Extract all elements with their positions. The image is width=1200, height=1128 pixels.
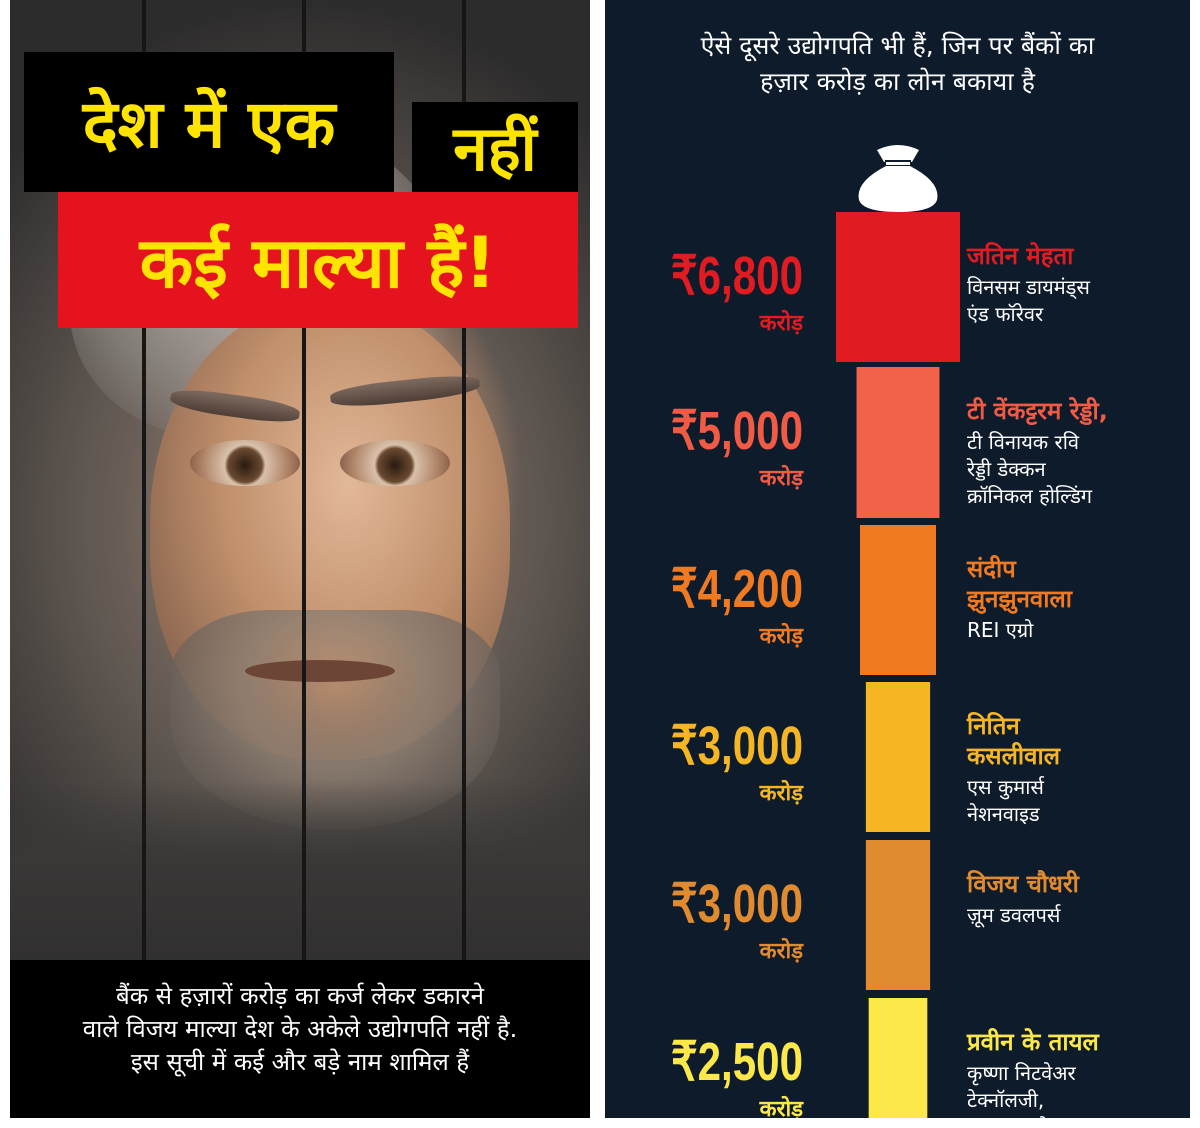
bar xyxy=(865,682,931,832)
amount-label: ₹6,800 xyxy=(671,246,803,306)
amount-label: ₹3,000 xyxy=(671,874,803,934)
jail-bar xyxy=(302,0,306,960)
person-name: प्रवीन के तायल xyxy=(966,1028,1100,1056)
eye-right xyxy=(340,440,450,486)
caption-line1: बैंक से हज़ारों करोड़ का कर्ज लेकर डकारन… xyxy=(116,982,484,1010)
amount-label: ₹3,000 xyxy=(671,716,803,776)
company-name: क्रॉनिकल होल्डिंग xyxy=(967,484,1093,508)
person-name: संदीप xyxy=(966,555,1017,583)
bar xyxy=(868,998,928,1118)
bar xyxy=(859,525,937,675)
company-name: रेड्डी डेक्कन xyxy=(966,457,1047,481)
money-bag-icon xyxy=(858,145,938,212)
company-name: विनसम डायमंड्स xyxy=(967,275,1090,300)
money-bag-shape xyxy=(886,162,910,165)
eye-left xyxy=(190,440,300,486)
right-panel: ऐसे दूसरे उद्योगपति भी हैं, जिन पर बैंको… xyxy=(605,0,1190,1118)
suit-shape xyxy=(10,780,590,980)
person-name: टी वेंकट्टरम रेड्डी, xyxy=(966,397,1108,426)
company-name: एंड फॉरेवर xyxy=(967,302,1044,326)
headline-line2: नहीं xyxy=(412,102,578,192)
person-name: विजय चौधरी xyxy=(966,870,1080,898)
amount-label: ₹4,200 xyxy=(671,559,803,619)
company-name: एस कुमार्स xyxy=(967,775,1045,800)
company-name: नेशनवाइड xyxy=(967,802,1040,826)
caption: बैंक से हज़ारों करोड़ का कर्ज लेकर डकारन… xyxy=(10,960,590,1118)
chart-header-line1: ऐसे दूसरे उद्योगपति भी हैं, जिन पर बैंको… xyxy=(700,31,1095,60)
company-name: टेक्नॉलजी, xyxy=(967,1088,1044,1112)
unit-label: करोड़ xyxy=(759,309,805,336)
jail-bar xyxy=(462,0,466,960)
company-name: ज़ूम डवलपर्स xyxy=(967,903,1061,928)
unit-label: करोड़ xyxy=(759,779,805,806)
money-bag-shape xyxy=(877,145,919,162)
chart-header: ऐसे दूसरे उद्योगपति भी हैं, जिन पर बैंको… xyxy=(605,28,1190,100)
caption-line3: इस सूची में कई और बड़े नाम शामिल हैं xyxy=(130,1048,470,1076)
left-panel: देश में एक नहीं कई माल्या हैं! बैंक से ह… xyxy=(10,0,590,1118)
bar xyxy=(856,367,940,518)
unit-label: करोड़ xyxy=(759,937,805,964)
person-name: नितिन xyxy=(966,712,1021,740)
loan-bar-chart: ₹6,800 करोड़ जतिन मेहता विनसम डायमंड्सएंड फ… xyxy=(671,145,1112,1118)
headline-line1: देश में एक xyxy=(24,52,394,192)
caption-line2: वाले विजय माल्या देश के अकेले उद्योगपति … xyxy=(82,1015,518,1043)
mouth-shape xyxy=(245,660,395,682)
person-name: जतिन मेहता xyxy=(966,242,1074,270)
person-name: झुनझुनवाला xyxy=(966,585,1073,614)
chart-header-line2: हज़ार करोड़ का लोन बकाया है xyxy=(760,67,1035,96)
person-name: कसलीवाल xyxy=(966,742,1062,770)
bar xyxy=(836,212,960,362)
company-name: जयभारत टेक्सटाइल xyxy=(967,1115,1112,1118)
money-bag-shape xyxy=(858,166,938,212)
unit-label: करोड़ xyxy=(759,622,805,649)
headline-line3: कई माल्या हैं! xyxy=(58,192,578,328)
unit-label: करोड़ xyxy=(759,1095,805,1118)
jail-bar xyxy=(142,0,146,960)
amount-label: ₹5,000 xyxy=(671,401,803,461)
unit-label: करोड़ xyxy=(759,464,805,491)
company-name: कृष्णा निटवेअर xyxy=(967,1061,1077,1086)
company-name: REI एग्रो xyxy=(967,618,1034,642)
company-name: टी विनायक रवि xyxy=(967,430,1080,454)
bar xyxy=(865,840,931,990)
amount-label: ₹2,500 xyxy=(671,1032,803,1092)
